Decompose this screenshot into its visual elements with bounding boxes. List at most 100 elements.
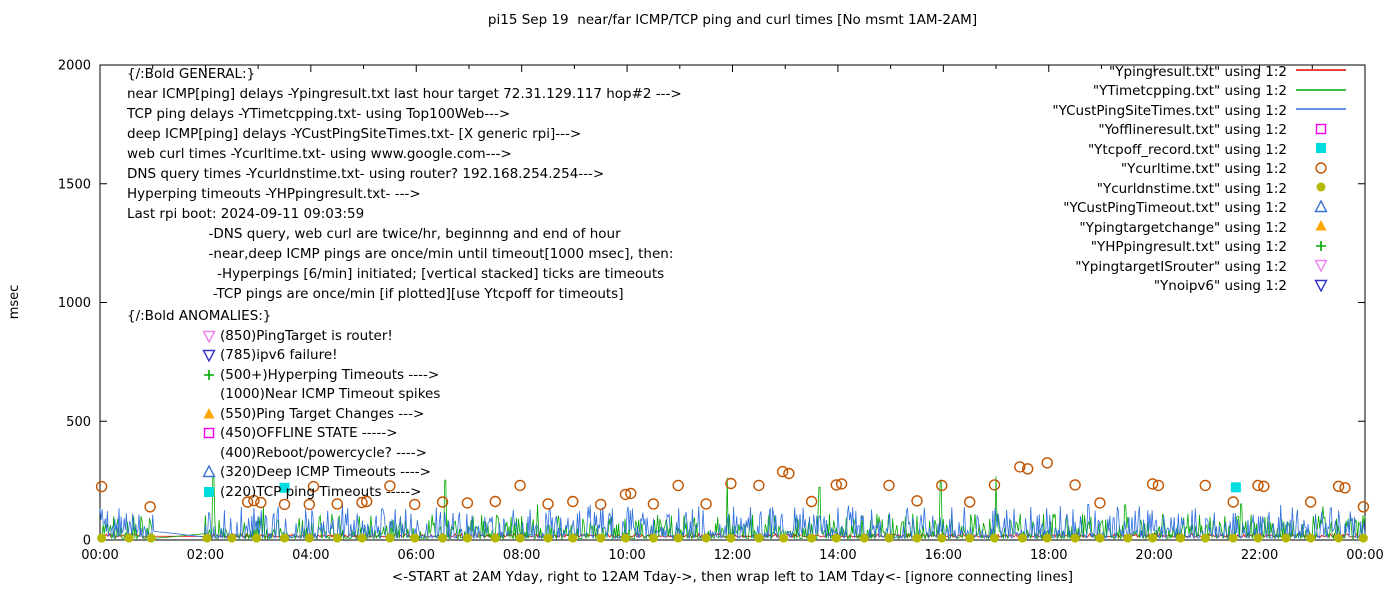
general-text-line: -Hyperpings [6/min] initiated; [vertical… [127, 266, 665, 282]
legend: "Ypingresult.txt" using 1:2 "YTimetcpping… [1052, 62, 1348, 296]
anomalies-heading: {/:Bold ANOMALIES:} [127, 308, 272, 324]
legend-row: "Ypingtargetchange" using 1:2 [1052, 218, 1348, 238]
x-tick-label: 08:00 [503, 548, 540, 563]
y-tick-label: 0 [83, 534, 91, 549]
general-annotations: {/:Bold GENERAL:} near ICMP[ping] delays … [127, 64, 682, 304]
plus-icon [201, 368, 217, 382]
legend-label: "YHPpingresult.txt" using 1:2 [1090, 239, 1287, 256]
no-marker [201, 387, 217, 401]
line-icon [1294, 101, 1348, 120]
triangle-down-open-icon [201, 329, 217, 344]
square-open-icon [201, 426, 217, 440]
legend-row: "Yofflineresult.txt" using 1:2 [1052, 121, 1348, 141]
legend-label: "Ynoipv6" using 1:2 [1153, 278, 1287, 295]
x-tick-label: 02:00 [187, 548, 224, 563]
anomaly-text: (500+)Hyperping Timeouts ----> [220, 366, 440, 383]
anomaly-text: (320)Deep ICMP Timeouts ----> [220, 464, 431, 481]
legend-row: "YCustPingTimeout.txt" using 1:2 [1052, 199, 1348, 219]
anomaly-text: (450)OFFLINE STATE -----> [220, 425, 398, 442]
triangle-up-open-icon [1294, 199, 1348, 218]
y-tick-label: 1000 [58, 296, 91, 311]
triangle-up-open-icon [201, 464, 217, 479]
anomaly-text: (400)Reboot/powercycle? ----> [220, 444, 427, 461]
x-tick-label: 00:00 [1346, 548, 1383, 563]
legend-label: "YpingtargetISrouter" using 1:2 [1075, 258, 1287, 275]
y-tick-label: 1500 [58, 177, 91, 192]
x-tick-label: 18:00 [1030, 548, 1067, 563]
general-text-line: -DNS query, web curl are twice/hr, begin… [127, 226, 621, 242]
chart-title: pi15 Sep 19 near/far ICMP/TCP ping and c… [487, 12, 978, 28]
anomaly-row: (1000)Near ICMP Timeout spikes [127, 385, 440, 405]
plus-icon [1294, 238, 1348, 257]
legend-label: "Yofflineresult.txt" using 1:2 [1098, 122, 1287, 139]
legend-row: "Ycurltime.txt" using 1:2 [1052, 160, 1348, 180]
general-text-line: web curl times -Ycurltime.txt- using www… [127, 146, 512, 162]
anomaly-row: (850)PingTarget is router! [127, 326, 440, 346]
general-text-line: -TCP pings are once/min [if plotted][use… [127, 286, 624, 302]
y-tick-label: 2000 [58, 59, 91, 74]
legend-row: "YHPpingresult.txt" using 1:2 [1052, 238, 1348, 258]
legend-label: "Ytcpoff_record.txt" using 1:2 [1087, 141, 1287, 158]
x-tick-label: 20:00 [1135, 548, 1172, 563]
series-points-Ycurltime.txt [95, 457, 1370, 513]
x-tick-label: 06:00 [398, 548, 435, 563]
anomaly-text: (850)PingTarget is router! [220, 327, 393, 344]
legend-label: "YCustPingSiteTimes.txt" using 1:2 [1052, 102, 1287, 119]
x-axis-label: <-START at 2AM Yday, right to 12AM Tday-… [391, 569, 1074, 585]
no-marker [201, 446, 217, 460]
general-text-line: TCP ping delays -YTimetcpping.txt- using… [127, 106, 511, 122]
anomaly-row: (785)ipv6 failure! [127, 346, 440, 366]
series-line-YCustPingSiteTimes.txt [99, 503, 1366, 540]
legend-row: "YpingtargetISrouter" using 1:2 [1052, 257, 1348, 277]
anomaly-annotations: {/:Bold ANOMALIES:} (850)PingTarget is r… [127, 306, 440, 502]
legend-row: "Ytcpoff_record.txt" using 1:2 [1052, 140, 1348, 160]
triangle-down-open-icon [201, 348, 217, 363]
anomaly-row: (450)OFFLINE STATE -----> [127, 424, 440, 444]
square-filled-icon [201, 485, 217, 499]
circle-filled-icon [1294, 179, 1348, 198]
x-tick-label: 10:00 [608, 548, 645, 563]
triangle-up-filled-icon [201, 407, 217, 421]
legend-row: "Ynoipv6" using 1:2 [1052, 277, 1348, 297]
anomaly-list: (850)PingTarget is router! (785)ipv6 fail… [127, 326, 440, 502]
square-filled-icon [1294, 140, 1348, 159]
anomaly-row: (220)TCP ping Timeouts -----> [127, 482, 440, 502]
legend-row: "YTimetcpping.txt" using 1:2 [1052, 82, 1348, 102]
legend-label: "YCustPingTimeout.txt" using 1:2 [1063, 200, 1287, 217]
circle-open-icon [1294, 160, 1348, 179]
y-axis-label: msec [7, 285, 22, 320]
line-icon [1294, 62, 1348, 81]
anomaly-row: (500+)Hyperping Timeouts ----> [127, 365, 440, 385]
triangle-down-open-icon [1294, 277, 1348, 296]
general-text-line: DNS query times -Ycurldnstime.txt- using… [127, 166, 605, 182]
legend-row: "Ycurldnstime.txt" using 1:2 [1052, 179, 1348, 199]
x-tick-label: 16:00 [925, 548, 962, 563]
general-text-line: deep ICMP[ping] delays -YCustPingSiteTim… [127, 126, 582, 142]
y-tick-label: 500 [66, 415, 91, 430]
general-text-line: Hyperping timeouts -YHPpingresult.txt- -… [127, 186, 421, 202]
anomaly-row: (400)Reboot/powercycle? ----> [127, 443, 440, 463]
legend-row: "YCustPingSiteTimes.txt" using 1:2 [1052, 101, 1348, 121]
series-points-Ycurldnstime.txt [97, 533, 1368, 543]
x-tick-label: 14:00 [819, 548, 856, 563]
x-tick-label: 22:00 [1241, 548, 1278, 563]
anomaly-text: (1000)Near ICMP Timeout spikes [220, 386, 441, 403]
legend-label: "YTimetcpping.txt" using 1:2 [1092, 83, 1287, 100]
general-text-line: -near,deep ICMP pings are once/min until… [127, 246, 674, 262]
anomaly-text: (785)ipv6 failure! [220, 347, 338, 364]
anomaly-text: (550)Ping Target Changes ---> [220, 405, 425, 422]
anomaly-row: (550)Ping Target Changes ---> [127, 404, 440, 424]
x-tick-label: 12:00 [714, 548, 751, 563]
triangle-down-open-icon [1294, 257, 1348, 276]
general-text-line: {/:Bold GENERAL:} [127, 66, 256, 82]
anomaly-row: (320)Deep ICMP Timeouts ----> [127, 463, 440, 483]
general-text-line: near ICMP[ping] delays -Ypingresult.txt … [127, 86, 682, 102]
anomaly-text: (220)TCP ping Timeouts -----> [220, 483, 422, 500]
legend-row: "Ypingresult.txt" using 1:2 [1052, 62, 1348, 82]
x-tick-label: 00:00 [81, 548, 118, 563]
general-text-line: Last rpi boot: 2024-09-11 09:03:59 [127, 206, 365, 222]
legend-label: "Ycurltime.txt" using 1:2 [1120, 161, 1287, 178]
